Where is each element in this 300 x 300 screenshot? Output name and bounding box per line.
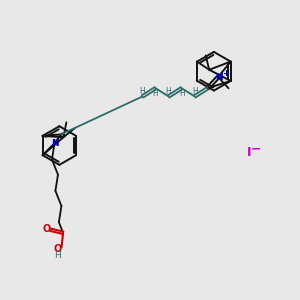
Text: +: + bbox=[222, 69, 229, 78]
Text: H: H bbox=[192, 87, 198, 96]
Text: I: I bbox=[247, 146, 252, 160]
Text: O: O bbox=[54, 244, 62, 254]
Text: −: − bbox=[251, 143, 262, 156]
Text: N: N bbox=[215, 73, 223, 82]
Text: H: H bbox=[140, 87, 146, 96]
Text: H: H bbox=[54, 251, 61, 260]
Text: H: H bbox=[166, 87, 172, 96]
Text: N: N bbox=[51, 139, 58, 148]
Text: H: H bbox=[153, 89, 158, 98]
Text: O: O bbox=[43, 224, 51, 234]
Text: H: H bbox=[179, 89, 184, 98]
